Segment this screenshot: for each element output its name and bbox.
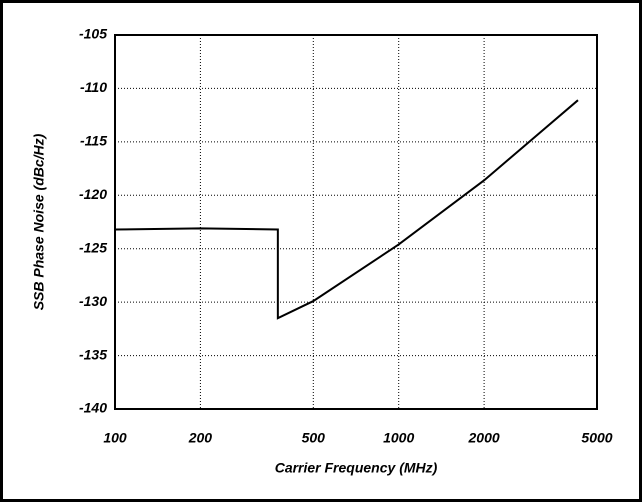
x-tick-label: 500 (302, 430, 326, 446)
plot-area (114, 34, 598, 410)
x-tick-label: 5000 (581, 430, 612, 446)
y-tick-label: -120 (79, 186, 107, 202)
x-tick-label: 2000 (468, 430, 500, 446)
y-tick-label: -105 (79, 26, 107, 42)
y-tick-label: -115 (80, 133, 107, 149)
y-axis-label: SSB Phase Noise (dBc/Hz) (31, 133, 47, 310)
y-tick-label: -140 (79, 400, 107, 416)
y-tick-label: -110 (80, 79, 107, 95)
data-line (114, 99, 579, 320)
y-tick-label: -130 (79, 293, 107, 309)
y-tick-label: -125 (79, 239, 107, 255)
y-tick-label: -135 (79, 346, 107, 362)
x-tick-label: 100 (103, 430, 127, 446)
x-axis-label: Carrier Frequency (MHz) (275, 460, 438, 476)
x-tick-label: 200 (188, 430, 213, 446)
x-tick-label: 1000 (383, 430, 414, 446)
